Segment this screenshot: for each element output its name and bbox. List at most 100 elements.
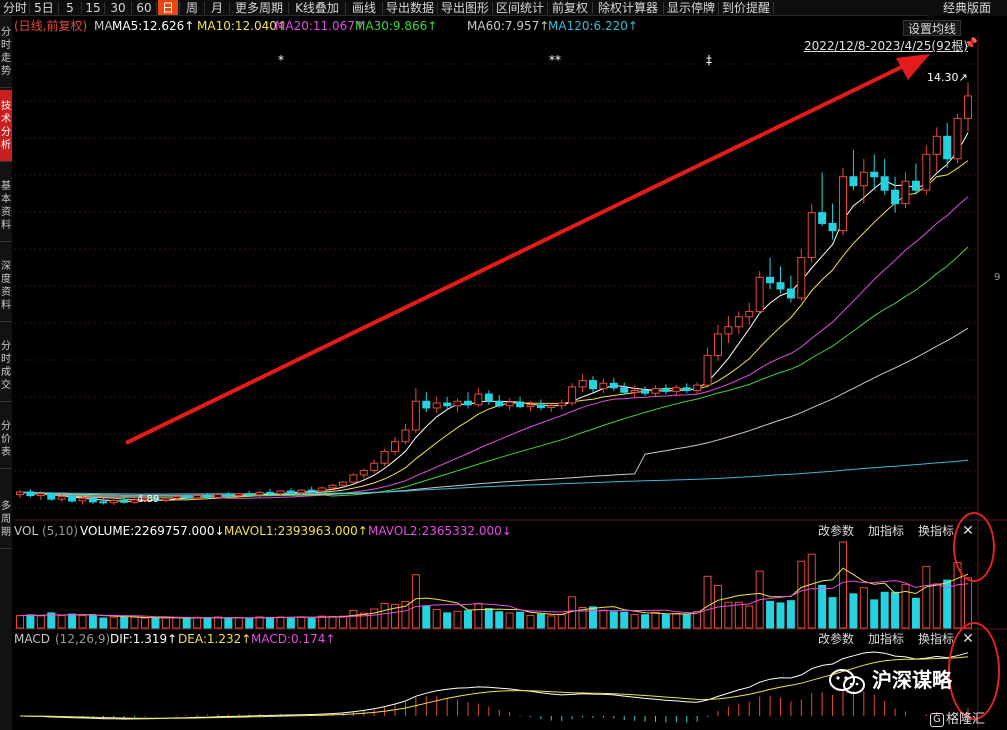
mavol2-value: MAVOL2:2365332.000↓: [368, 524, 512, 538]
volume-bar: [964, 577, 972, 629]
candle-body: [16, 491, 24, 496]
sidebar-item[interactable]: 分价表: [0, 410, 12, 469]
candle-body: [661, 388, 670, 392]
toolbar-item[interactable]: 15: [85, 1, 101, 15]
candle-body: [818, 212, 827, 224]
candle-body: [370, 462, 379, 471]
volume-bar: [526, 614, 535, 629]
vol-panel-params: (5,10): [42, 524, 79, 538]
macd-add-indicator-button[interactable]: 加指标: [867, 632, 904, 646]
toolbar-item[interactable]: 导出图形: [440, 1, 489, 15]
toolbar-item[interactable]: 60: [136, 1, 152, 15]
toolbar-item[interactable]: K线叠加: [295, 1, 339, 15]
volume-bar: [432, 609, 441, 629]
sidebar-item[interactable]: 基本资料: [0, 170, 12, 242]
macd-edit-params-button[interactable]: 改参数: [817, 632, 854, 646]
candle-body: [505, 401, 514, 407]
volume-bar: [849, 593, 858, 629]
candle-body: [891, 189, 900, 205]
event-marker[interactable]: ‡: [706, 53, 712, 67]
candle-body: [776, 282, 785, 290]
mavol-line: [19, 580, 969, 619]
candle-body: [703, 354, 712, 386]
date-range-label: 2022/12/8-2023/4/25(92根): [804, 39, 969, 53]
toolbar-item[interactable]: 导出数据: [385, 1, 434, 15]
set-ma-button[interactable]: 设置均线: [903, 20, 961, 36]
volume-bar: [338, 615, 347, 629]
volume-bar: [130, 616, 139, 629]
candle-body: [151, 498, 160, 501]
toolbar-item[interactable]: 5日: [34, 1, 54, 15]
toolbar-item[interactable]: 画线: [351, 1, 376, 15]
volume-bar: [245, 617, 254, 629]
pin-icon[interactable]: 📌: [964, 37, 978, 50]
candle-body: [130, 499, 139, 503]
toolbar-item[interactable]: 区间统计: [495, 1, 544, 15]
candle-body: [234, 493, 243, 497]
volume-bar: [745, 605, 754, 629]
volume-bar: [891, 591, 900, 629]
candle-body: [838, 176, 847, 232]
candle-body: [859, 171, 868, 187]
candle-body: [266, 491, 275, 495]
volume-bar: [234, 617, 243, 629]
dea-value: DEA:1.232↑: [178, 632, 252, 646]
toolbar-separator: [492, 2, 493, 14]
toolbar-item[interactable]: 30: [110, 1, 126, 15]
toolbar-separator: [592, 2, 593, 14]
toolbar-item[interactable]: 分时: [2, 1, 27, 15]
volume-bar: [78, 615, 87, 629]
candle-body: [141, 498, 150, 501]
volume-bar: [380, 602, 389, 629]
sidebar-item[interactable]: 多周期: [0, 490, 12, 549]
candle-body: [318, 487, 327, 492]
volume-bar: [880, 591, 889, 629]
sidebar-item[interactable]: 分时走势: [0, 16, 12, 88]
classic-layout-button[interactable]: 经典版面: [927, 0, 1007, 16]
sidebar-item[interactable]: 深度资料: [0, 250, 12, 322]
main-panel-title: (日线,前复权): [14, 19, 88, 33]
toolbar-item[interactable]: 更多周期: [234, 1, 283, 15]
annotation-circle: [948, 622, 1000, 720]
candle-body: [964, 95, 972, 119]
candle-body: [78, 497, 87, 502]
candle-body: [734, 316, 743, 328]
candle-body: [203, 495, 212, 498]
toolbar-item[interactable]: 日: [158, 0, 178, 15]
candle-body: [828, 222, 837, 232]
candle-body: [328, 484, 337, 489]
vol-edit-params-button[interactable]: 改参数: [817, 524, 854, 538]
volume-bar: [641, 614, 650, 629]
sidebar-item[interactable]: 分时成交: [0, 330, 12, 402]
candle-body: [568, 386, 577, 404]
sidebar-item[interactable]: 技术分析: [0, 90, 12, 162]
candle-body: [161, 497, 170, 501]
candle-body: [911, 180, 920, 191]
volume-bar: [630, 614, 639, 629]
candle-body: [693, 384, 702, 391]
event-marker[interactable]: **: [549, 53, 561, 67]
brand-logo: G 格隆汇: [930, 708, 985, 727]
volume-bar: [599, 609, 608, 629]
vol-add-indicator-button[interactable]: 加指标: [867, 524, 904, 538]
toolbar-item[interactable]: 显示停牌: [666, 1, 715, 15]
toolbar-item[interactable]: 周: [185, 1, 198, 15]
volume-bar: [318, 615, 327, 629]
volume-bar: [349, 609, 358, 629]
volume-bar: [297, 616, 306, 629]
candle-body: [224, 494, 233, 497]
macd-switch-indicator-button[interactable]: 换指标: [917, 632, 954, 646]
candle-body: [359, 469, 368, 476]
toolbar-item[interactable]: 除权计算器: [597, 1, 658, 15]
toolbar-item[interactable]: 月: [210, 1, 223, 15]
toolbar-item[interactable]: 到价提醒: [721, 1, 770, 15]
volume-bar: [588, 606, 597, 629]
toolbar-item[interactable]: 前复权: [551, 1, 588, 15]
event-marker[interactable]: *: [278, 53, 284, 67]
ma-line: [19, 132, 969, 503]
volume-bar: [213, 616, 222, 629]
volume-bar: [359, 612, 368, 629]
vol-switch-indicator-button[interactable]: 换指标: [917, 524, 954, 538]
toolbar-item[interactable]: 5: [66, 1, 74, 15]
